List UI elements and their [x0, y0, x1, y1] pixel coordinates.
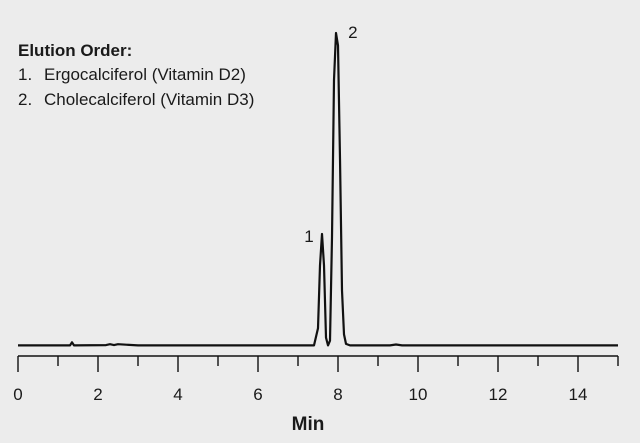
- legend-item-number: 1.: [18, 65, 33, 84]
- x-tick-label: 12: [489, 385, 508, 404]
- x-tick-label: 0: [13, 385, 22, 404]
- x-tick-labels: 0 2 4 6 8 10 12 14: [13, 385, 587, 404]
- x-tick-label: 2: [93, 385, 102, 404]
- legend-item-2: 2. Cholecalciferol (Vitamin D3): [18, 87, 254, 112]
- peak-labels: 12: [304, 23, 357, 246]
- x-tick-label: 8: [333, 385, 342, 404]
- elution-order-legend: Elution Order: 1. Ergocalciferol (Vitamin…: [18, 40, 254, 112]
- x-tick-label: 14: [569, 385, 588, 404]
- legend-item-1: 1. Ergocalciferol (Vitamin D2): [18, 62, 254, 87]
- legend-item-label: Cholecalciferol (Vitamin D3): [44, 90, 255, 109]
- legend-item-label: Ergocalciferol (Vitamin D2): [44, 65, 246, 84]
- peak-label-2: 2: [348, 23, 357, 42]
- legend-title: Elution Order:: [18, 41, 133, 60]
- legend-item-number: 2.: [18, 90, 33, 109]
- x-axis-label: Min: [0, 414, 640, 436]
- x-tick-label: 10: [409, 385, 428, 404]
- x-axis-ticks: [17, 356, 619, 372]
- x-tick-label: 4: [173, 385, 182, 404]
- x-tick-label: 6: [253, 385, 262, 404]
- chromatogram-trace: [18, 31, 618, 347]
- peak-label-1: 1: [304, 227, 313, 246]
- x-axis-label-text: Min: [291, 414, 325, 435]
